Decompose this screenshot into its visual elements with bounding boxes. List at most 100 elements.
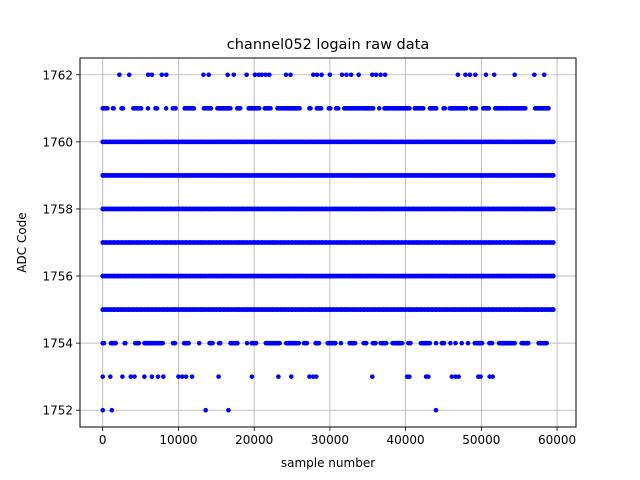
- data-point: [304, 240, 310, 245]
- data-point: [282, 206, 287, 212]
- data-point: [232, 240, 238, 245]
- data-point: [138, 273, 143, 279]
- data-point: [456, 307, 461, 312]
- data-point: [471, 273, 477, 279]
- data-point: [524, 173, 530, 178]
- data-point: [490, 307, 496, 312]
- data-point: [105, 106, 110, 111]
- x-tick-label: 0: [99, 433, 107, 447]
- data-point: [376, 307, 382, 312]
- data-point: [403, 240, 408, 245]
- data-point: [407, 273, 412, 279]
- data-point: [550, 206, 556, 212]
- data-point: [547, 307, 552, 312]
- data-point: [157, 273, 162, 279]
- data-point: [267, 240, 272, 245]
- data-point: [282, 307, 287, 312]
- data-point: [501, 206, 507, 212]
- data-point: [373, 340, 378, 346]
- data-point: [270, 139, 276, 145]
- data-point: [479, 173, 484, 178]
- data-point: [399, 173, 405, 178]
- data-point: [478, 374, 483, 379]
- data-point: [520, 206, 526, 212]
- data-point: [437, 206, 442, 212]
- data-point: [187, 139, 193, 145]
- data-point: [217, 273, 223, 279]
- data-point: [346, 206, 352, 212]
- data-point: [323, 273, 329, 279]
- data-point: [471, 173, 477, 178]
- data-point: [130, 139, 136, 145]
- data-point: [297, 273, 302, 279]
- data-point: [427, 340, 433, 346]
- data-point: [304, 173, 310, 178]
- data-point: [123, 139, 128, 145]
- data-point: [449, 374, 455, 379]
- data-point: [528, 307, 533, 312]
- data-point: [350, 240, 355, 245]
- data-point: [336, 106, 341, 111]
- data-point: [460, 206, 465, 212]
- data-point: [497, 139, 503, 145]
- data-point: [327, 173, 333, 178]
- data-point: [142, 173, 147, 178]
- data-point: [214, 139, 219, 145]
- data-point: [509, 307, 514, 312]
- data-point: [456, 139, 461, 145]
- data-point: [384, 240, 389, 245]
- data-point: [289, 307, 295, 312]
- data-point: [395, 173, 401, 178]
- data-point: [547, 240, 552, 245]
- data-point: [244, 307, 249, 312]
- data-point: [236, 240, 242, 245]
- data-point: [395, 139, 401, 145]
- data-point: [138, 106, 144, 111]
- data-point: [172, 206, 177, 212]
- data-point: [524, 273, 530, 279]
- data-point: [429, 240, 435, 245]
- data-point: [168, 206, 174, 212]
- data-point: [157, 173, 162, 178]
- data-point: [153, 139, 159, 145]
- data-point: [354, 139, 359, 145]
- data-point: [232, 307, 238, 312]
- data-point: [104, 240, 109, 245]
- data-point: [176, 139, 181, 145]
- data-point: [176, 206, 181, 212]
- data-point: [346, 307, 352, 312]
- data-point: [369, 139, 374, 145]
- data-point: [505, 173, 511, 178]
- data-point: [348, 72, 354, 78]
- data-point: [149, 307, 155, 312]
- data-point: [206, 273, 212, 279]
- data-point: [486, 173, 492, 178]
- data-point: [153, 307, 159, 312]
- data-point: [237, 106, 243, 111]
- data-point: [100, 240, 106, 245]
- data-point: [217, 240, 223, 245]
- data-point: [384, 173, 389, 178]
- data-point: [206, 173, 212, 178]
- data-point: [115, 139, 121, 145]
- data-point: [361, 173, 367, 178]
- data-point: [248, 273, 253, 279]
- data-point: [304, 273, 310, 279]
- data-point: [251, 307, 257, 312]
- data-point: [361, 139, 367, 145]
- data-point: [497, 206, 503, 212]
- data-point: [384, 273, 389, 279]
- data-point: [539, 206, 545, 212]
- data-point: [248, 173, 253, 178]
- data-point: [289, 240, 295, 245]
- data-point: [308, 106, 313, 111]
- data-point: [126, 273, 132, 279]
- data-point: [187, 173, 193, 178]
- data-point: [418, 273, 424, 279]
- data-point: [107, 173, 113, 178]
- data-point: [123, 173, 128, 178]
- data-point: [335, 307, 340, 312]
- data-point: [463, 206, 469, 212]
- data-point: [433, 173, 439, 178]
